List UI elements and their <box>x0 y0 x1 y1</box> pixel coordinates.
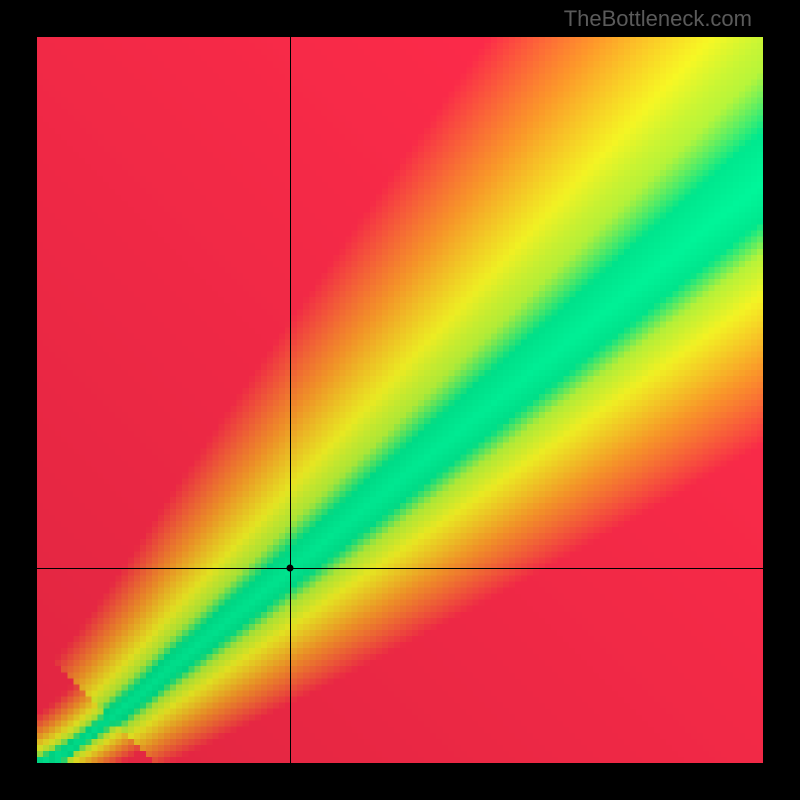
watermark-text: TheBottleneck.com <box>564 6 752 32</box>
crosshair-horizontal <box>37 568 763 569</box>
data-point-marker <box>286 565 293 572</box>
heatmap-canvas <box>37 37 763 763</box>
heatmap-plot <box>37 37 763 763</box>
crosshair-vertical <box>290 37 291 763</box>
